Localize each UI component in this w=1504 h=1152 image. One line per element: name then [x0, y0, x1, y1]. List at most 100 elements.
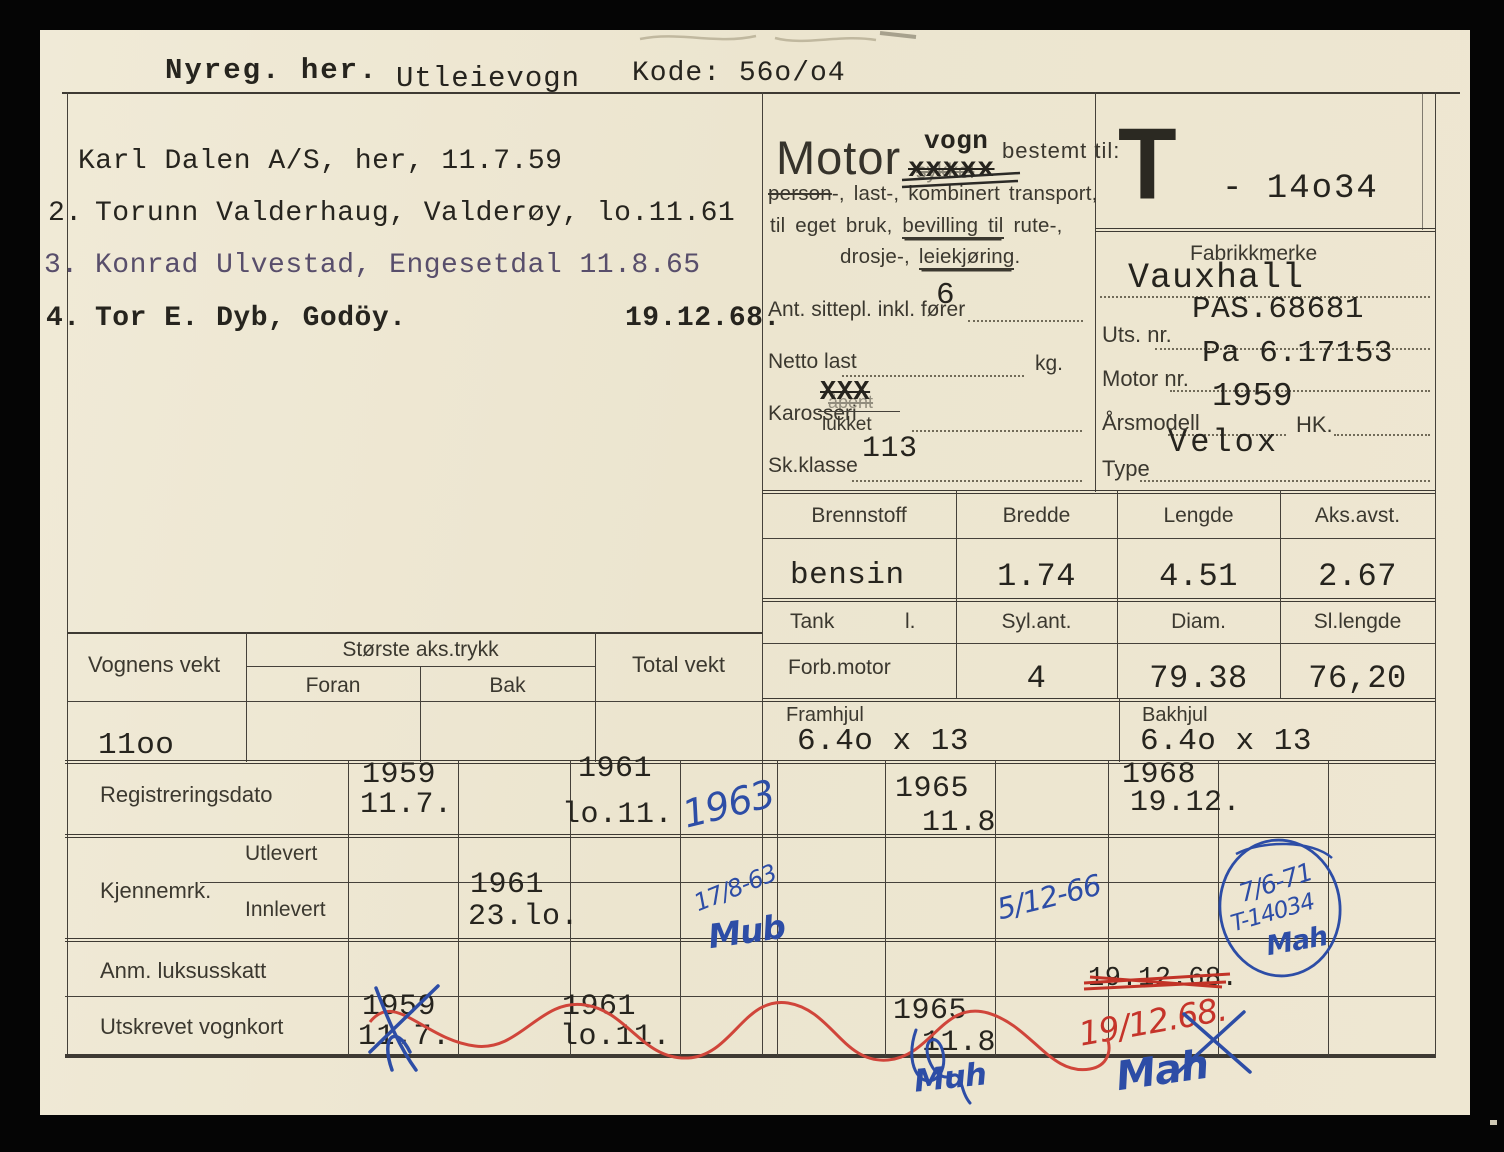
owner-number: 2. [48, 198, 83, 229]
forbmotor-label: Forb.motor [788, 656, 891, 679]
bakhjul-label: Bakhjul [1142, 704, 1208, 726]
bottom-col-line [1328, 760, 1329, 1056]
seats-dotted-line [968, 320, 1083, 322]
arsmodell-value: 1959 [1212, 378, 1294, 415]
reg-handwritten-1963: 1963 [678, 771, 779, 837]
right-border [1435, 92, 1436, 1058]
pencil-mark [639, 34, 757, 41]
reg-entry-date: 11.8 [922, 806, 997, 840]
left-border [67, 92, 68, 1058]
owner-entry: Konrad Ulvestad, Engesetdal 11.8.65 [95, 250, 701, 281]
netto-label: Netto last [768, 350, 857, 373]
motor-line4: drosje-, leiekjøring. [840, 245, 1021, 270]
innlevert-label: Innlevert [245, 898, 326, 921]
bottom-col-line [458, 760, 459, 1056]
vognens-vekt-value: 11oo [98, 728, 175, 763]
sylant-value: 4 [1026, 660, 1047, 697]
skklasse-value: 113 [862, 432, 918, 466]
motornr-value: Pa 6.17153 [1202, 336, 1394, 371]
skklasse-dotted-line [852, 480, 1082, 482]
plate-bottom-line [1095, 228, 1435, 232]
motor-line4-pre: drosje-, [840, 245, 919, 268]
weight-col-line [246, 632, 247, 762]
owner-date: 19.12.68. [625, 303, 781, 334]
specs-col-line [1280, 490, 1281, 698]
innlevert-typed-year: 1961 [470, 868, 545, 902]
motor-line3-pre: til eget bruk, [770, 214, 903, 237]
weight-header-bottom-line [67, 701, 762, 702]
specs-col-line [956, 490, 957, 698]
bottom-col-line [1108, 760, 1109, 1056]
owner-number: 4. [46, 303, 81, 334]
luksus-bottom-line [65, 996, 1435, 997]
motor-line2: person-, last-, kombinert transport, [768, 182, 1098, 206]
vognkort-entry-year: 1959 [362, 990, 437, 1024]
middle-divider [762, 92, 763, 1058]
plate-inner-right-line [1422, 92, 1423, 230]
karosseri-lukket: lukket [822, 414, 872, 435]
owner-entry: Karl Dalen A/S, her, 11.7.59 [78, 146, 563, 177]
fabrikkmerke-label: Fabrikkmerke [1190, 242, 1318, 265]
scan-speck [1490, 1120, 1497, 1125]
tank-unit-label: l. [905, 610, 916, 633]
netto-dotted-line [842, 375, 1024, 377]
karosseri-label: Karosseri [768, 402, 857, 425]
col-header-diam: Diam. [1171, 610, 1226, 633]
specs-header1-line [762, 538, 1435, 539]
reg-entry-date: lo.11. [562, 798, 674, 832]
handwritten-signature: Mah [1263, 920, 1330, 963]
fuel-value: bensin [790, 558, 905, 593]
type-label: Type [1102, 456, 1150, 481]
handwritten-signature: Muh [912, 1056, 988, 1100]
type-value: Velox [1168, 424, 1280, 461]
specs-top-line [762, 490, 1435, 494]
plate-number: - 14o34 [1222, 170, 1379, 208]
motor-typed-xxxx: xxxxx [908, 154, 995, 185]
uts-dotted [1155, 348, 1430, 350]
reg-entry-year: 1961 [578, 752, 653, 786]
col-header-aksavst: Aks.avst. [1314, 504, 1401, 527]
plate-letter: T [1118, 108, 1177, 221]
vognens-vekt-label: Vognens vekt [88, 652, 221, 677]
diam-value: 79.38 [1149, 660, 1248, 697]
pencil-mark [774, 36, 877, 43]
bottom-col-line [348, 760, 349, 1056]
bottom-col-line [995, 760, 996, 1056]
uts-label: Uts. nr. [1102, 322, 1172, 347]
seats-label: Ant. sittepl. inkl. fører [768, 298, 966, 321]
total-vekt-label: Total vekt [632, 652, 725, 677]
specs-col-line [1117, 490, 1118, 698]
motornr-label: Motor nr. [1102, 366, 1189, 391]
foran-label: Foran [305, 674, 361, 697]
vognkort-entry-date: 11.7. [358, 1020, 451, 1054]
reg-entry-date: 19.12. [1130, 786, 1242, 820]
aksavst-value: 2.67 [1318, 558, 1397, 595]
owner-number: 3. [44, 250, 79, 281]
netto-unit: kg. [1035, 352, 1064, 375]
header-kode: Kode: 56o/o4 [632, 58, 846, 89]
header-underline [62, 92, 1460, 94]
vognkort-entry-year: 1965 [893, 994, 968, 1028]
vognkort-handwritten-red-date: 19/12.68. [1075, 989, 1230, 1054]
motor-line4-post: . [1014, 245, 1021, 268]
vognkort-entry-date: 11.8 [922, 1026, 997, 1060]
luksus-label: Anm. luksusskatt [100, 958, 267, 983]
framhjul-value: 6.4o x 13 [797, 724, 969, 759]
vognkort-entry-year: 1961 [562, 990, 637, 1024]
seats-value: 6 [936, 278, 956, 313]
motor-typed-vogn: vogn [924, 126, 989, 156]
vognkort-entry-date: lo.11. [560, 1020, 672, 1054]
kjennemrk-label: Kjennemrk. [100, 878, 212, 903]
weight-foran-bak-divider [420, 666, 421, 762]
ink-smudge [879, 31, 917, 39]
lengde-value: 4.51 [1159, 558, 1238, 595]
karosseri-apent: åpent [828, 392, 874, 412]
bottom-col-line [777, 760, 778, 1056]
tank-label: Tank [790, 610, 835, 633]
kode-value: 56o/o4 [738, 58, 846, 89]
handwritten-signature: Mub [705, 906, 788, 957]
specs-row1-line [762, 598, 1435, 602]
registrering-label: Registreringsdato [100, 782, 273, 807]
kjennemrk-bottom-line [65, 938, 1435, 942]
owner-entry: Tor E. Dyb, Godöy. [95, 303, 407, 334]
